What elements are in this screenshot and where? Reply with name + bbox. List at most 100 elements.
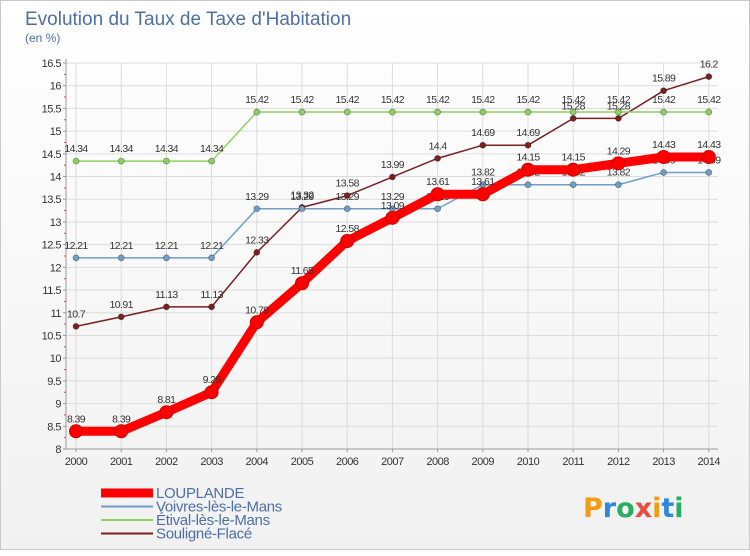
data-label: 13.61 [471,176,495,188]
data-label: 14.34 [155,143,179,155]
data-label: 13.82 [607,167,631,179]
data-point [521,162,535,177]
legend-label: Souligné-Flacé [156,526,252,543]
data-point [343,205,351,213]
data-label: 15.42 [336,94,360,106]
data-point [72,254,80,262]
y-tick-label: 13 [50,217,62,229]
data-point [298,205,306,213]
data-point [430,187,445,202]
data-label: 15.28 [607,100,631,112]
y-tick-label: 14 [50,172,62,184]
y-tick-label: 16.5 [42,58,62,70]
data-point [253,205,261,213]
data-point [340,234,355,249]
data-label: 12.21 [155,240,179,252]
data-label: 13.58 [336,178,360,190]
data-label: 15.42 [471,94,495,106]
data-point [117,157,125,165]
data-label: 14.34 [200,143,224,155]
series--tival-l-s-le-mans: 14.34 14.34 14.34 14.34 15.42 15.42 15.42 15.42… [64,94,722,165]
legend-label: Voivres-lès-le-Mans [156,499,282,516]
data-point [162,303,170,311]
data-point [434,154,442,162]
data-label: 15.42 [381,94,405,106]
data-point [253,108,261,116]
x-tick-label: 2002 [155,456,178,468]
y-tick-label: 12.5 [42,240,62,252]
data-point [660,87,667,95]
data-label: 12.33 [245,234,269,246]
data-label: 8.39 [67,413,86,425]
data-label: 12.21 [64,240,88,252]
data-point [701,150,716,165]
legend-label: Étival-lès-le-Mans [156,512,270,529]
data-point [566,162,581,177]
proxiti-logo: Proxiti [583,493,684,524]
x-tick-label: 2001 [110,456,133,468]
x-tick-label: 2009 [472,456,495,468]
data-point [388,173,396,181]
chart-title: Evolution du Taux de Taxe d'Habitation [25,9,351,30]
y-tick-label: 8 [55,444,61,456]
data-label: 13.09 [381,200,405,212]
data-point [343,108,351,116]
data-label: 14.43 [697,139,721,151]
data-point [117,313,125,321]
data-label: 13.61 [426,176,450,188]
data-label: 11.65 [291,265,314,277]
data-label: 8.81 [157,394,176,406]
data-label: 10.79 [245,304,269,316]
data-point [208,254,216,262]
data-point [295,276,309,291]
data-point [660,169,667,176]
data-point [479,141,487,149]
axes: 8 8.5 9 9.5 10 10.5 11 11.5 12 12.5 13 13.5 14 14.5 15… [42,58,721,468]
data-label: 15.28 [562,100,586,112]
data-point [705,73,713,81]
data-label: 15.42 [562,94,586,106]
chart-ylabel: (en %) [25,31,60,45]
data-label: 12.21 [200,240,224,252]
y-tick-label: 10.5 [42,330,62,342]
y-tick-label: 8.5 [47,421,61,433]
data-point [204,385,219,400]
y-tick-label: 14.5 [42,149,62,161]
data-label: 13.29 [381,191,405,203]
data-label: 15.42 [652,94,676,106]
data-label: 13.29 [336,191,360,203]
data-point [524,108,532,116]
data-point [569,115,577,122]
x-tick-label: 2000 [65,456,88,468]
y-tick-label: 11 [51,308,62,320]
data-label: 14.15 [516,152,540,164]
y-tick-label: 15 [50,126,62,138]
data-label: 14.15 [562,152,586,164]
data-point [660,108,667,116]
logo-letter: P [583,493,603,524]
data-label: 11.13 [200,289,223,301]
data-label: 13.29 [245,191,269,203]
data-point [475,187,490,202]
data-point [388,108,396,116]
data-point [569,108,577,116]
logo-letter: i [652,493,661,524]
y-tick-label: 9.5 [47,376,61,388]
logo-letter: t [661,493,674,524]
logo-letter: x [635,493,652,524]
data-label: 11.13 [155,289,178,301]
data-label: 10.91 [110,299,134,311]
logo-letter: i [674,493,683,524]
data-label: 14.29 [607,145,631,157]
logo-letter: o [616,493,635,524]
x-tick-label: 2005 [291,456,314,468]
data-label: 14.69 [516,127,540,139]
data-point [298,108,306,116]
data-point [479,108,487,116]
x-tick-label: 2003 [200,456,223,468]
data-point [524,141,532,149]
x-tick-label: 2007 [381,456,404,468]
data-point [162,254,170,262]
data-label: 14.4 [429,140,448,152]
